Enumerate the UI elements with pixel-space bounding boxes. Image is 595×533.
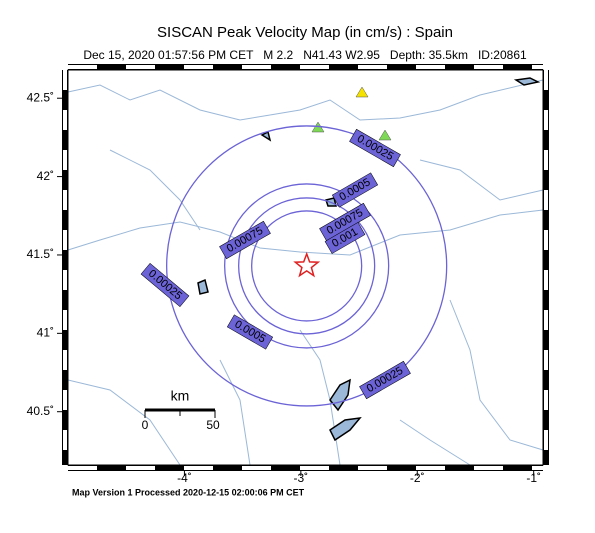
contour-label-box [219, 220, 271, 260]
scale-label: km [171, 388, 190, 404]
map-frame [62, 64, 549, 471]
contour [238, 197, 376, 335]
footer: Map Version 1 Processed 2020-12-15 02:00… [72, 487, 305, 497]
contour-label-box [349, 128, 401, 168]
y-tick-label: 40.5˚ [27, 404, 54, 418]
scale-tick: 0 [142, 418, 149, 432]
contour [251, 210, 363, 322]
contour-label: 0.00025 [349, 128, 401, 168]
contour-label: 0.00075 [219, 220, 271, 260]
x-tick-label: -1˚ [526, 471, 541, 485]
contour-label-box [140, 262, 190, 308]
contour-label-box [324, 222, 366, 254]
x-tick-label: -4˚ [177, 471, 192, 485]
subtitle: Dec 15, 2020 01:57:56 PM CET M 2.2 N41.4… [83, 48, 527, 62]
rivers [67, 79, 544, 466]
x-tick-label: -2˚ [410, 471, 425, 485]
contour [166, 125, 448, 407]
contour-label-text: 0.00025 [146, 268, 184, 303]
title: SISCAN Peak Velocity Map (in cm/s) : Spa… [157, 24, 453, 41]
lakes [197, 77, 541, 442]
stations [311, 86, 392, 141]
contour-label: 0.00025 [140, 262, 190, 308]
contour-label-box [226, 314, 274, 350]
scale-tick: 50 [206, 418, 220, 432]
contour-label-box [359, 360, 411, 400]
y-tick-label: 42˚ [37, 169, 54, 183]
y-tick-label: 42.5˚ [27, 90, 54, 104]
contour-label: 0.00025 [359, 360, 411, 400]
contour [224, 183, 390, 349]
x-tick-label: -3˚ [294, 471, 309, 485]
contour-label-box [331, 172, 379, 208]
y-tick-label: 41˚ [37, 326, 54, 340]
y-tick-label: 41.5˚ [27, 247, 54, 261]
epicenter [293, 251, 321, 278]
scale-bar: km 0 50 [142, 388, 220, 432]
